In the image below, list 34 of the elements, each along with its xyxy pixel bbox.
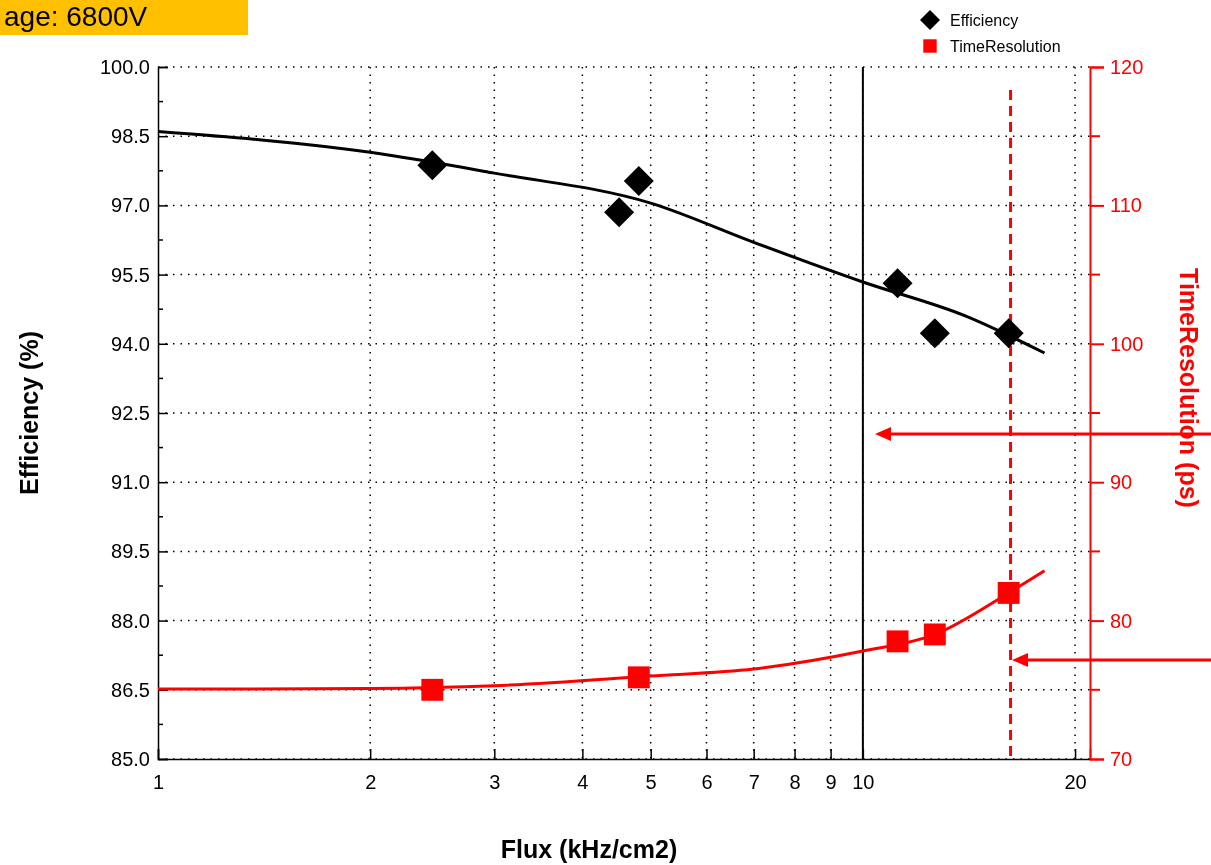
y2-tick-label: 70	[1110, 747, 1133, 770]
y2-axis-title: TimeResolution (ps)	[1175, 268, 1203, 508]
y-tick-label: 91.0	[111, 471, 150, 494]
y-axis-title: Efficiency (%)	[15, 331, 43, 495]
text: age: 6800V	[4, 1, 148, 32]
y-tick-label: 92.5	[111, 401, 150, 424]
x-tick-label: 7	[748, 771, 760, 794]
x-tick-label: 10	[852, 771, 875, 794]
y2-tick-label: 100	[1110, 332, 1144, 355]
x-tick-label: 4	[577, 771, 589, 794]
x-tick-label: 5	[645, 771, 657, 794]
x-tick-label: 1	[152, 771, 165, 794]
y2-tick-label: 90	[1110, 471, 1133, 494]
x-axis-title: Flux (kHz/cm2)	[500, 835, 678, 863]
x-tick-label: 3	[489, 771, 501, 794]
y2-tick-label: 80	[1110, 609, 1133, 632]
y-tick-label: 88.0	[111, 609, 150, 632]
y-tick-label: 98.5	[111, 125, 150, 148]
y-tick-label: 95.5	[111, 263, 150, 286]
y-tick-label: 89.5	[111, 540, 150, 563]
x-tick-label: 6	[701, 771, 713, 794]
y-tick-label: 100.0	[99, 55, 150, 78]
x-tick-label: 8	[789, 771, 801, 794]
x-tick-label: 9	[825, 771, 837, 794]
y2-tick-label: 110	[1110, 194, 1142, 217]
x-tick-label: 20	[1064, 771, 1087, 794]
y-tick-label: 85.0	[111, 747, 150, 770]
y-tick-label: 86.5	[111, 678, 150, 701]
x-tick-label: 2	[365, 771, 377, 794]
legend-label: TimeResolution	[950, 38, 1061, 55]
y-tick-label: 97.0	[111, 194, 150, 217]
y2-tick-label: 120	[1110, 55, 1144, 78]
y-tick-label: 94.0	[111, 332, 150, 355]
legend-label: Efficiency	[950, 12, 1019, 29]
